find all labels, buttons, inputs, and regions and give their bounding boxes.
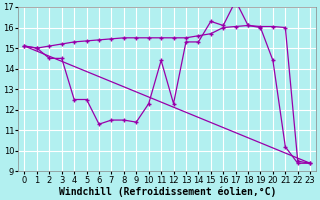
X-axis label: Windchill (Refroidissement éolien,°C): Windchill (Refroidissement éolien,°C) [59, 186, 276, 197]
